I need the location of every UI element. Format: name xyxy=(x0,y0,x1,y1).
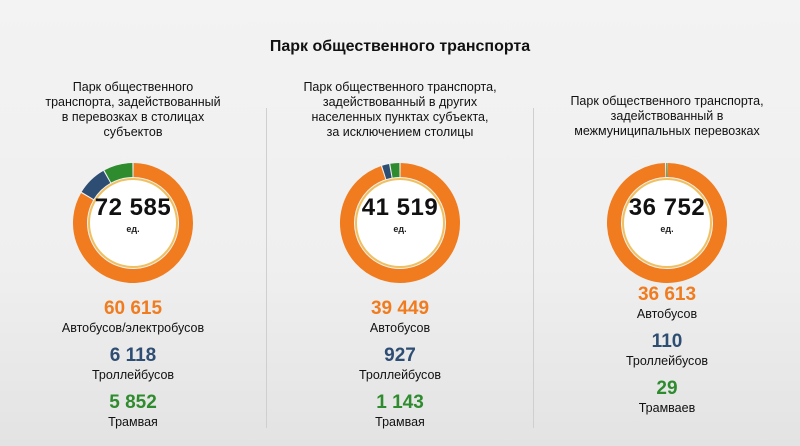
stat-trolley-label: Троллейбусов xyxy=(358,368,442,382)
stat-trolley-label: Троллейбусов xyxy=(91,368,175,382)
page-title: Парк общественного транспорта xyxy=(269,38,531,55)
column-other-settlements: Парк общественного транспорта, задейство… xyxy=(267,80,533,439)
donut-chart: 36 752 ед. xyxy=(602,158,732,288)
stat-tram-label: Трамвая xyxy=(108,415,158,429)
stat-tram-value: 5 852 xyxy=(109,392,157,413)
stat-trolley-label: Троллейбусов xyxy=(625,354,709,368)
column-divider xyxy=(266,108,267,428)
stat-tram-label: Трамвая xyxy=(375,415,425,429)
stat-bus-label: Автобусов xyxy=(369,321,431,335)
stat-trolley-value: 6 118 xyxy=(109,345,157,366)
donut-slice-bus xyxy=(340,163,460,283)
total-value: 36 752 xyxy=(628,194,706,221)
donut-slice-bus xyxy=(73,163,193,283)
donut-chart: 41 519 ед. xyxy=(335,158,465,288)
column-intermunicipal: Парк общественного транспорта, задейство… xyxy=(534,94,800,425)
donut-chart: 72 585 ед. xyxy=(68,158,198,288)
donut-slice-tram xyxy=(390,163,400,178)
donut-slice-bus xyxy=(607,163,727,283)
donut-slice-tram xyxy=(104,163,133,183)
donut-center: 36 752 ед. xyxy=(602,194,732,234)
column-capitals: Парк общественного транспорта, задейство… xyxy=(0,80,266,439)
total-value: 72 585 xyxy=(94,194,172,221)
stat-bus-label: Автобусов xyxy=(636,307,698,321)
stat-bus-value: 39 449 xyxy=(370,298,430,319)
stat-bus-value: 36 613 xyxy=(637,284,697,305)
donut-inner-ring xyxy=(88,178,178,268)
donut-inner-ring xyxy=(622,178,712,268)
total-unit: ед. xyxy=(393,224,407,234)
donut-center: 72 585 ед. xyxy=(68,194,198,234)
stat-bus-value: 60 615 xyxy=(103,298,163,319)
stat-tram-value: 1 143 xyxy=(376,392,424,413)
stat-trolley-value: 110 xyxy=(651,331,683,352)
stat-tram-value: 29 xyxy=(656,378,678,399)
donut-center: 41 519 ед. xyxy=(335,194,465,234)
donut-svg xyxy=(73,163,193,283)
donut-svg xyxy=(340,163,460,283)
total-unit: ед. xyxy=(126,224,140,234)
donut-slice-trolley xyxy=(81,170,111,200)
column-description: Парк общественного транспорта, задейство… xyxy=(303,80,497,139)
stat-bus-label: Автобусов/электробусов xyxy=(61,321,205,335)
stat-trolley-value: 927 xyxy=(384,345,416,366)
column-description: Парк общественного транспорта, задейство… xyxy=(570,94,764,138)
donut-svg xyxy=(607,163,727,283)
donut-slice-trolley xyxy=(382,164,392,180)
stat-tram-label: Трамваев xyxy=(638,401,696,415)
total-unit: ед. xyxy=(660,224,674,234)
donut-inner-ring xyxy=(355,178,445,268)
column-description: Парк общественного транспорта, задейство… xyxy=(45,80,221,139)
total-value: 41 519 xyxy=(361,194,439,221)
column-divider xyxy=(533,108,534,428)
